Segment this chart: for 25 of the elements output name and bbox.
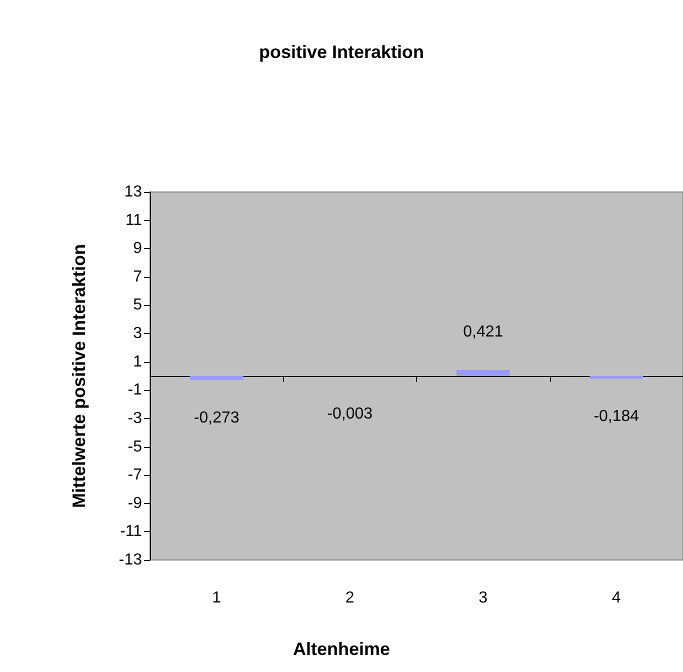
y-axis-title: Mittelwerte positive Interaktion <box>69 244 89 508</box>
y-tick-label: 5 <box>133 296 142 314</box>
chart-title: positive Interaktion <box>258 42 424 62</box>
y-tick-label: -7 <box>128 466 142 484</box>
y-tick-label: -5 <box>128 438 142 456</box>
y-tick-label: -1 <box>128 382 142 399</box>
x-tick-label: 3 <box>478 590 488 606</box>
x-axis-title: Altenheime <box>292 639 390 659</box>
y-tick-label: 13 <box>124 184 142 200</box>
y-tick-label: -9 <box>128 494 142 512</box>
data-label: -0,003 <box>327 406 373 423</box>
y-tick-label: 1 <box>133 353 142 370</box>
y-tick-label: -13 <box>118 552 142 568</box>
y-tick-label: 9 <box>133 240 142 258</box>
data-label: 0,421 <box>463 324 504 341</box>
x-tick-label: 1 <box>212 590 222 606</box>
y-tick-label: 11 <box>125 212 142 229</box>
y-tick-label: 3 <box>133 325 142 342</box>
data-label: -0,273 <box>194 409 240 426</box>
y-tick-label: 7 <box>133 268 142 286</box>
y-tick-label: -11 <box>120 523 142 540</box>
data-label: -0,184 <box>594 408 640 426</box>
x-tick-label: 2 <box>345 590 354 606</box>
x-tick-label: 4 <box>612 590 621 606</box>
y-tick-label: -3 <box>128 410 142 427</box>
